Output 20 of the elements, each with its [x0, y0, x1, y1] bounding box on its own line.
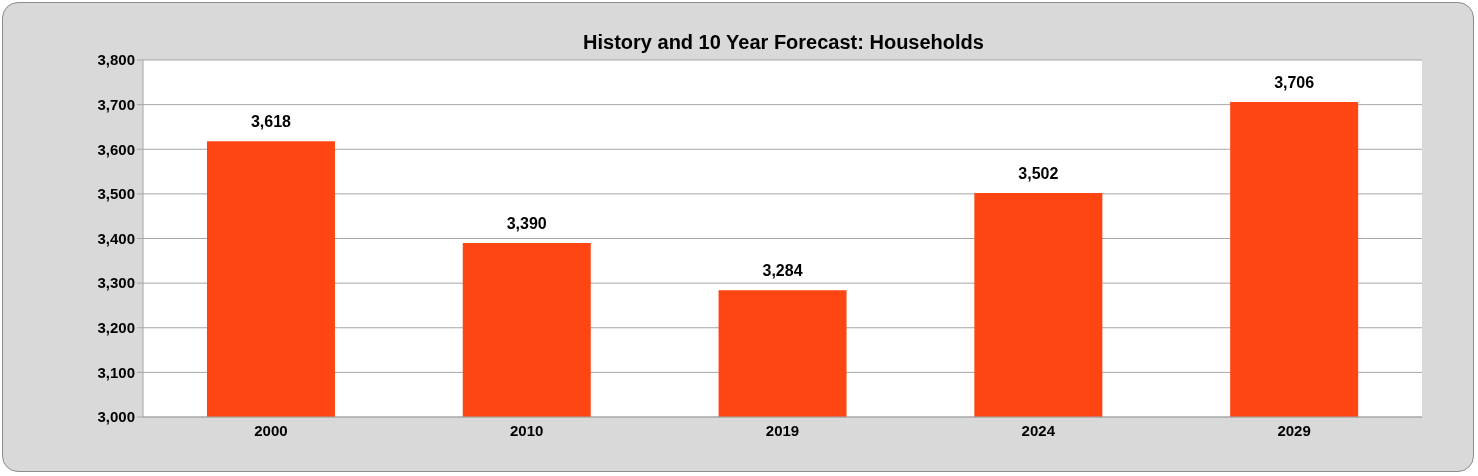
y-tick-label: 3,500 — [97, 185, 135, 203]
y-tick-label: 3,400 — [97, 229, 135, 247]
y-tick-label: 3,000 — [97, 408, 135, 426]
chart-title: History and 10 Year Forecast: Households — [582, 31, 985, 54]
data-label: 3,706 — [1274, 73, 1315, 91]
y-tick-label: 3,300 — [97, 274, 135, 292]
y-tick-label: 3,800 — [97, 51, 135, 69]
x-tick-label: 2029 — [1277, 421, 1311, 439]
data-label: 3,618 — [250, 113, 292, 131]
y-tick-label: 3,700 — [97, 95, 135, 113]
y-tick-label: 3,100 — [97, 363, 135, 381]
x-tick-label: 2024 — [1021, 421, 1056, 439]
data-label: 3,502 — [1018, 164, 1059, 182]
x-tick-label: 2019 — [765, 421, 800, 439]
data-label: 3,284 — [762, 262, 803, 280]
y-tick-label: 3,600 — [97, 140, 135, 158]
x-tick-label: 2010 — [510, 421, 544, 439]
data-label: 3,390 — [506, 214, 547, 232]
x-tick-label: 2000 — [254, 421, 288, 439]
y-tick-label: 3,200 — [97, 319, 135, 337]
